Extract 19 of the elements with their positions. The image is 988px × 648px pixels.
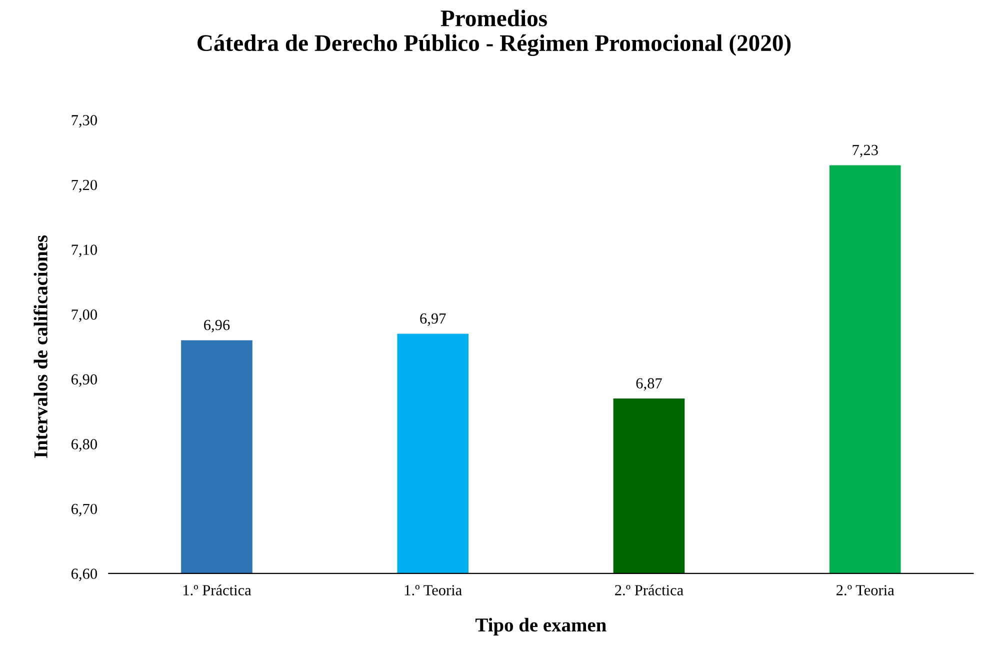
data-label: 6,96: [204, 320, 230, 332]
x-tick-label: 1.º Práctica: [183, 584, 252, 596]
data-label: 7,23: [852, 144, 878, 158]
y-tick-label: 6,60: [71, 568, 97, 582]
y-tick-label: 7,00: [72, 309, 97, 322]
data-label: 6,87: [636, 378, 662, 391]
x-tick-label: 2.º Teoria: [836, 585, 894, 596]
chart-title: Promedios Cátedra de Derecho Público - Régimen Promocional (2020): [198, 10, 791, 56]
y-tick-label: 7,10: [72, 244, 97, 258]
x-axis-title: Tipo de examen: [476, 618, 606, 636]
y-tick-label: 6,70: [71, 504, 97, 516]
y-axis-title: Intervalos de calificaciones: [34, 235, 48, 458]
y-tick-label: 6,80: [71, 439, 97, 452]
data-label: 6,97: [420, 313, 446, 326]
y-tick-label: 7,30: [72, 115, 97, 128]
x-tick-label: 2.º Práctica: [615, 584, 684, 596]
y-tick-label: 6,90: [71, 374, 97, 387]
x-tick-label: 1.º Teoria: [404, 585, 462, 596]
y-tick-label: 7,20: [72, 180, 97, 192]
